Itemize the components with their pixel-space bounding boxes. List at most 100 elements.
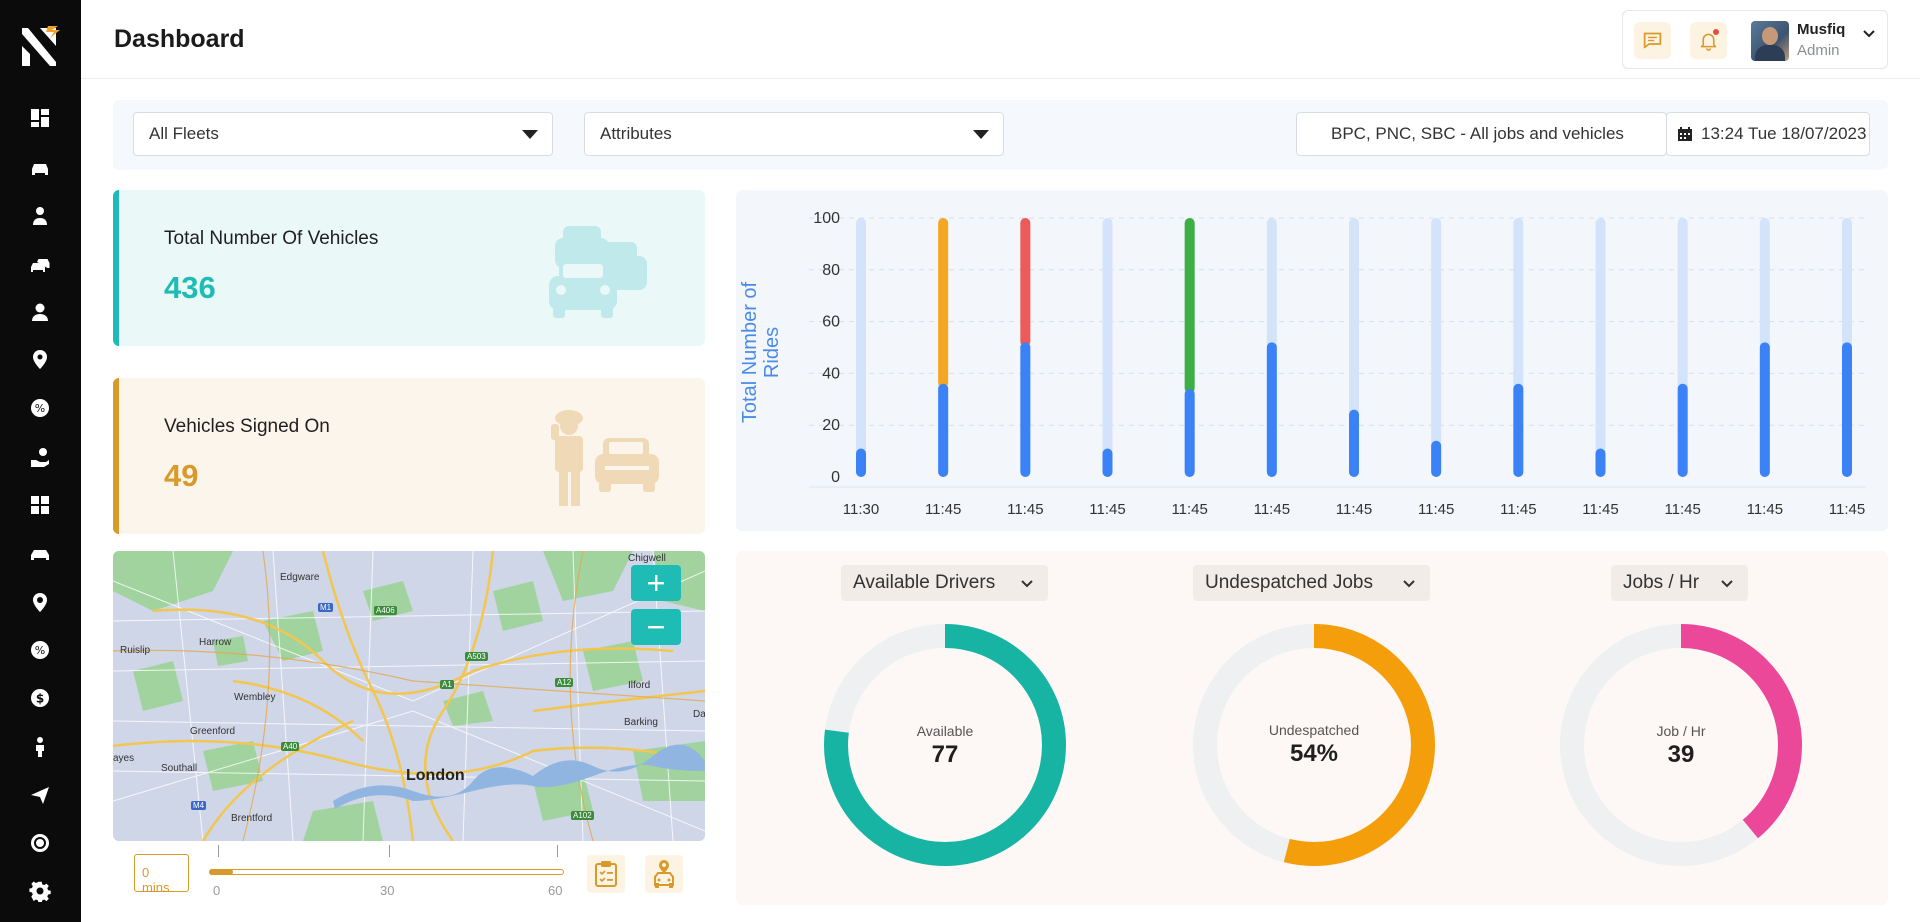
minus-icon xyxy=(648,626,664,629)
person-icon xyxy=(36,737,44,757)
map-zoom-in-button[interactable] xyxy=(631,565,681,601)
slider-tick-label: 30 xyxy=(380,883,395,898)
user-icon xyxy=(32,303,48,321)
datetime-picker[interactable]: 13:24 Tue 18/07/2023 xyxy=(1666,112,1870,156)
dashboard-icon xyxy=(31,109,49,127)
chat-icon xyxy=(1643,32,1662,49)
avatar[interactable] xyxy=(1751,21,1789,61)
sidebar-item-car[interactable] xyxy=(26,154,54,182)
road-shield: A12 xyxy=(555,678,574,687)
sidebar-item-vehicle[interactable] xyxy=(26,539,54,567)
undespatched-jobs-gauge xyxy=(1193,624,1435,866)
caret-down-icon xyxy=(973,130,989,139)
sidebar-item-user[interactable] xyxy=(26,298,54,326)
gauge-selector-jobs[interactable]: Undespatched Jobs xyxy=(1193,565,1430,601)
gauge-selector-drivers[interactable]: Available Drivers xyxy=(841,565,1048,601)
gauge-center: Undespatched 54% xyxy=(1193,722,1435,768)
x-tick-label: 11:45 xyxy=(1664,501,1700,518)
user-name: Musfiq xyxy=(1797,21,1846,38)
map-place-label: Brentford xyxy=(231,813,273,824)
road-shield: A503 xyxy=(465,652,488,661)
bell-icon xyxy=(1700,33,1717,51)
x-tick-label: 11:45 xyxy=(1336,501,1372,518)
road-shield: A1 xyxy=(440,680,454,689)
road-shield: M4 xyxy=(191,801,207,810)
y-tick-label: 0 xyxy=(831,469,840,486)
gauge-caption: Undespatched xyxy=(1268,722,1360,738)
bar-track xyxy=(1595,218,1606,477)
fleet-select-value: All Fleets xyxy=(149,124,219,143)
sidebar-item-discount[interactable]: % xyxy=(26,394,54,422)
sidebar-item-location[interactable] xyxy=(26,345,54,373)
sidebar-item-person[interactable] xyxy=(26,733,54,761)
cars-illustration-icon xyxy=(549,226,647,318)
gauge-arc xyxy=(1560,624,1802,866)
bar xyxy=(1677,383,1688,477)
scope-filter[interactable]: BPC, PNC, SBC - All jobs and vehicles xyxy=(1296,112,1667,156)
bar xyxy=(1102,448,1113,477)
job-list-button[interactable] xyxy=(587,855,625,893)
apps-grid-icon xyxy=(31,496,49,514)
datetime-text: 13:24 Tue 18/07/2023 xyxy=(1701,124,1867,143)
messages-button[interactable] xyxy=(1634,22,1671,59)
sidebar-item-dashboard[interactable] xyxy=(26,104,54,132)
bar-track xyxy=(1431,218,1442,477)
x-tick-label: 11:45 xyxy=(1089,501,1125,518)
location-icon xyxy=(33,350,47,369)
sidebar-item-gear-alt[interactable] xyxy=(26,829,54,857)
car-pin-icon xyxy=(654,860,674,888)
slider-tick-label: 60 xyxy=(548,883,563,898)
bar xyxy=(1266,342,1277,477)
sidebar-item-settings[interactable] xyxy=(26,877,54,905)
bar xyxy=(1184,388,1195,477)
sidebar-item-dollar[interactable]: $ xyxy=(26,684,54,712)
time-slider[interactable] xyxy=(209,869,564,875)
x-tick-label: 11:45 xyxy=(1171,501,1207,518)
y-tick-label: 80 xyxy=(822,262,840,279)
sidebar-item-send[interactable] xyxy=(26,781,54,809)
chevron-down-icon[interactable] xyxy=(1861,25,1877,41)
map-place-label: Greenford xyxy=(190,726,236,737)
attributes-select[interactable]: Attributes xyxy=(584,112,1004,156)
sidebar-item-hand-coin[interactable] xyxy=(26,443,54,471)
x-tick-label: 11:45 xyxy=(1747,501,1783,518)
percent-badge-icon: % xyxy=(31,641,49,659)
hand-coin-icon xyxy=(31,448,49,467)
rides-bar-chart: 0 20 40 60 80 100 Total Number ofRides 11:30 11:… xyxy=(739,210,1866,518)
sidebar-item-location-alt[interactable] xyxy=(26,588,54,616)
sidebar-item-driver[interactable] xyxy=(26,202,54,230)
map-place-label: Edgware xyxy=(280,572,320,583)
available-drivers-gauge xyxy=(824,624,1066,866)
bar xyxy=(1020,342,1031,477)
map-zoom-out-button[interactable] xyxy=(631,609,681,645)
map-place-label: ayes xyxy=(113,753,135,764)
sidebar-item-apps-grid[interactable] xyxy=(26,491,54,519)
bar-segment-top xyxy=(1020,218,1031,347)
sidebar: %% $ xyxy=(0,0,81,922)
svg-text:%: % xyxy=(35,402,45,415)
chevron-down-icon xyxy=(1721,580,1733,588)
road-shield: A406 xyxy=(374,606,397,615)
fleet-map[interactable]: Chigwell Edgware Harrow Ruislip Wembley … xyxy=(113,551,705,841)
fleet-select[interactable]: All Fleets xyxy=(133,112,553,156)
gauge-selector-jobs-hr[interactable]: Jobs / Hr xyxy=(1611,565,1748,601)
total-vehicles-value: 436 xyxy=(164,270,216,305)
minutes-value: 0 xyxy=(142,865,150,880)
x-tick-label: 11:45 xyxy=(925,501,961,518)
vehicle-locate-button[interactable] xyxy=(645,855,683,893)
minutes-input[interactable]: 0 mins xyxy=(134,854,189,895)
map-city-label: London xyxy=(406,767,465,784)
map-canvas xyxy=(113,551,705,841)
jobs-per-hour-gauge xyxy=(1560,624,1802,866)
road-shield: A102 xyxy=(571,811,594,820)
sidebar-item-percent-badge[interactable]: % xyxy=(26,636,54,664)
bar xyxy=(1759,342,1770,477)
sidebar-item-cars[interactable] xyxy=(26,250,54,278)
bar xyxy=(1349,409,1359,477)
calendar-icon xyxy=(1678,127,1692,141)
map-place-label: Ruislip xyxy=(120,645,151,656)
rides-chart-panel: 0 20 40 60 80 100 Total Number ofRides 11:30 11:… xyxy=(736,190,1888,531)
gauge-value: 77 xyxy=(931,741,959,768)
notifications-button[interactable] xyxy=(1690,22,1727,59)
app-logo[interactable] xyxy=(18,24,62,68)
